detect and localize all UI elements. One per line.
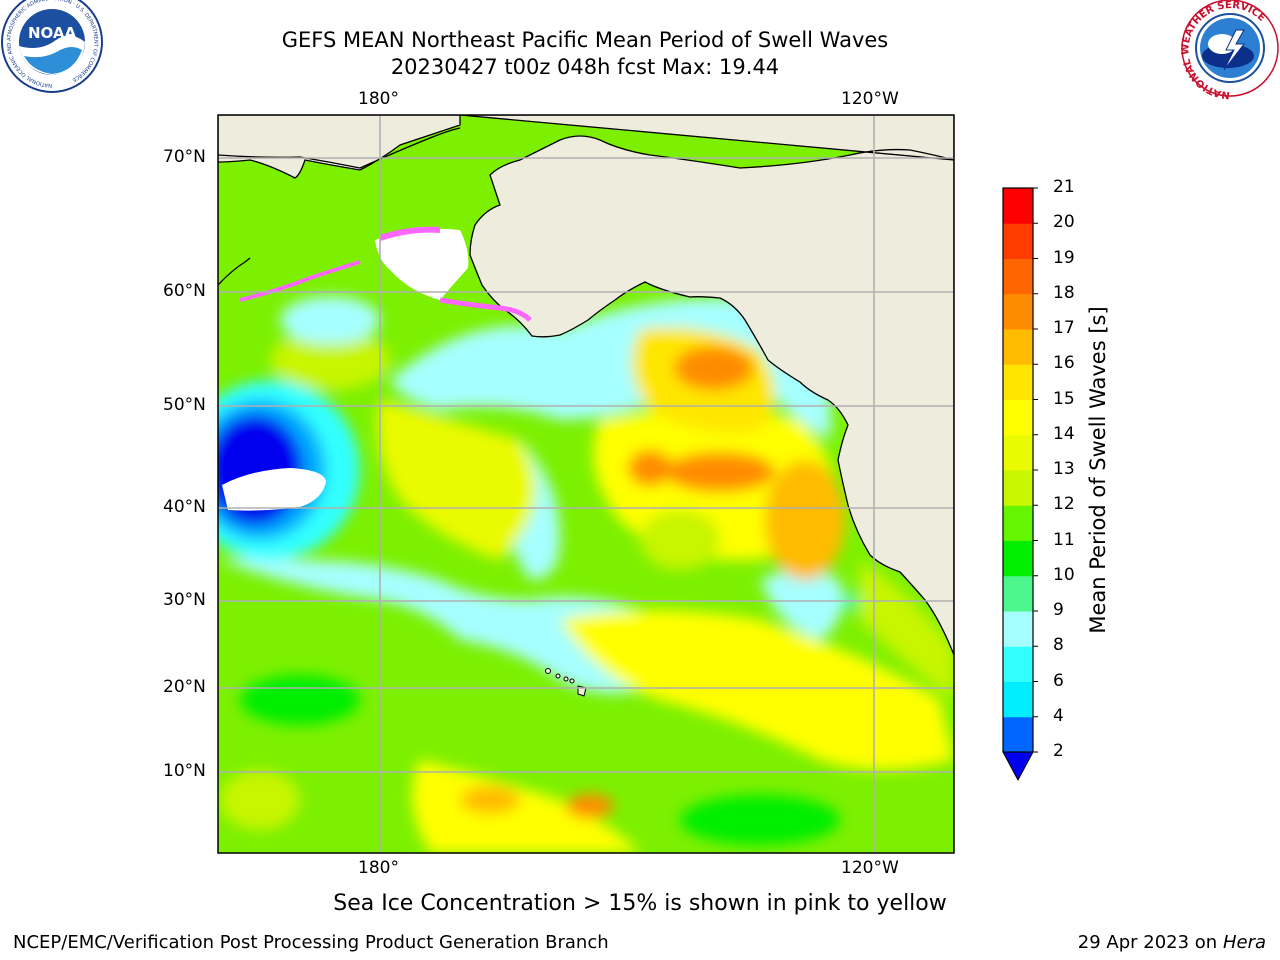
colorbar-segment — [1003, 434, 1033, 471]
colorbar-tick-label: 21 — [1053, 177, 1075, 197]
colorbar-segment — [1003, 293, 1033, 330]
colorbar-tick-label: 14 — [1053, 423, 1075, 444]
colorbar-segment — [1003, 575, 1033, 612]
colorbar-label: Mean Period of Swell Waves [s] — [1086, 306, 1110, 634]
footer-credit: NCEP/EMC/Verification Post Processing Pr… — [13, 932, 609, 953]
colorbar-tick-label: 16 — [1053, 353, 1075, 374]
missing-data-region — [222, 468, 326, 511]
colorbar-segment — [1003, 505, 1033, 541]
lat-label-70n: 70°N — [163, 147, 206, 167]
colorbar-tick-label: 17 — [1053, 318, 1075, 338]
footer-host: Hera — [1222, 932, 1266, 953]
colorbar-tick-label: 8 — [1053, 635, 1064, 656]
graticule — [218, 115, 954, 853]
sea-ice-white — [375, 228, 469, 300]
colorbar-segment — [1003, 611, 1033, 647]
colorbar-tick-label: 13 — [1053, 459, 1075, 479]
sea-ice-caption: Sea Ice Concentration > 15% is shown in … — [333, 891, 947, 916]
colorbar-segment — [1003, 716, 1033, 753]
colorbar-tick-label: 20 — [1053, 212, 1075, 233]
map-area — [218, 115, 954, 853]
colorbar-segment — [1003, 329, 1033, 365]
colorbar-segment — [1003, 646, 1033, 682]
nws-logo: NATIONAL WEATHER SERVICE — [1180, 0, 1279, 100]
colorbar-segment — [1003, 364, 1033, 400]
colorbar-tick-label: 10 — [1053, 564, 1075, 585]
lon-label-bottom-120w: 120°W — [841, 858, 899, 878]
lat-label-60n: 60°N — [163, 281, 206, 301]
lat-label-10n: 10°N — [163, 761, 206, 781]
footer-date-text: 29 Apr 2023 on — [1077, 932, 1223, 953]
colorbar-segment — [1003, 188, 1033, 224]
noaa-logo: NOAA NATIONAL OCEANIC AND ATMOSPHERIC AD… — [1, 0, 103, 93]
map-subtitle: 20230427 t00z 048h fcst Max: 19.44 — [390, 55, 780, 79]
lon-label-top-180: 180° — [358, 89, 399, 109]
colorbar-segment — [1003, 258, 1033, 295]
colorbar-tick-label: 9 — [1053, 600, 1064, 620]
sea-ice-edge — [379, 226, 441, 241]
map-title: GEFS MEAN Northeast Pacific Mean Period … — [281, 28, 889, 52]
footer-date: 29 Apr 2023 on Hera — [1078, 932, 1266, 953]
colorbar-tick-label: 6 — [1053, 670, 1064, 691]
lat-label-40n: 40°N — [163, 497, 206, 517]
colorbar-tick-label: 18 — [1053, 282, 1075, 303]
colorbar-segment — [1003, 540, 1033, 577]
noaa-logo-text: NOAA — [28, 24, 77, 42]
colorbar-tick-label: 11 — [1053, 529, 1075, 550]
colorbar-tick-label: 4 — [1053, 705, 1064, 726]
lat-label-20n: 20°N — [163, 677, 206, 697]
map-frame — [217, 114, 955, 854]
lon-label-bottom-180: 180° — [358, 858, 399, 878]
land-russia — [218, 115, 461, 179]
lon-label-top-120w: 120°W — [841, 89, 899, 109]
colorbar-segment — [1003, 399, 1033, 436]
colorbar-segment — [1003, 681, 1033, 718]
colorbar-segment — [1003, 223, 1033, 259]
lat-label-50n: 50°N — [163, 395, 206, 415]
land-alaska-canada — [459, 115, 954, 656]
colorbar-segment — [1003, 470, 1033, 506]
colorbar-tick-label: 12 — [1053, 494, 1075, 515]
colorbar-extend-arrow — [1002, 751, 1034, 782]
colorbar — [1002, 187, 1038, 782]
colorbar-tick-label: 15 — [1053, 388, 1075, 409]
lat-label-30n: 30°N — [163, 590, 206, 610]
colorbar-tick-label: 2 — [1053, 741, 1064, 761]
colorbar-tick-label: 19 — [1053, 247, 1075, 268]
